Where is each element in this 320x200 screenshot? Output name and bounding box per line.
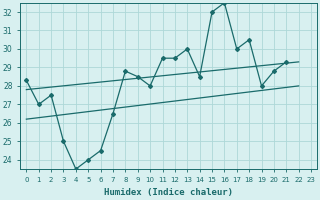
X-axis label: Humidex (Indice chaleur): Humidex (Indice chaleur) [104,188,233,197]
